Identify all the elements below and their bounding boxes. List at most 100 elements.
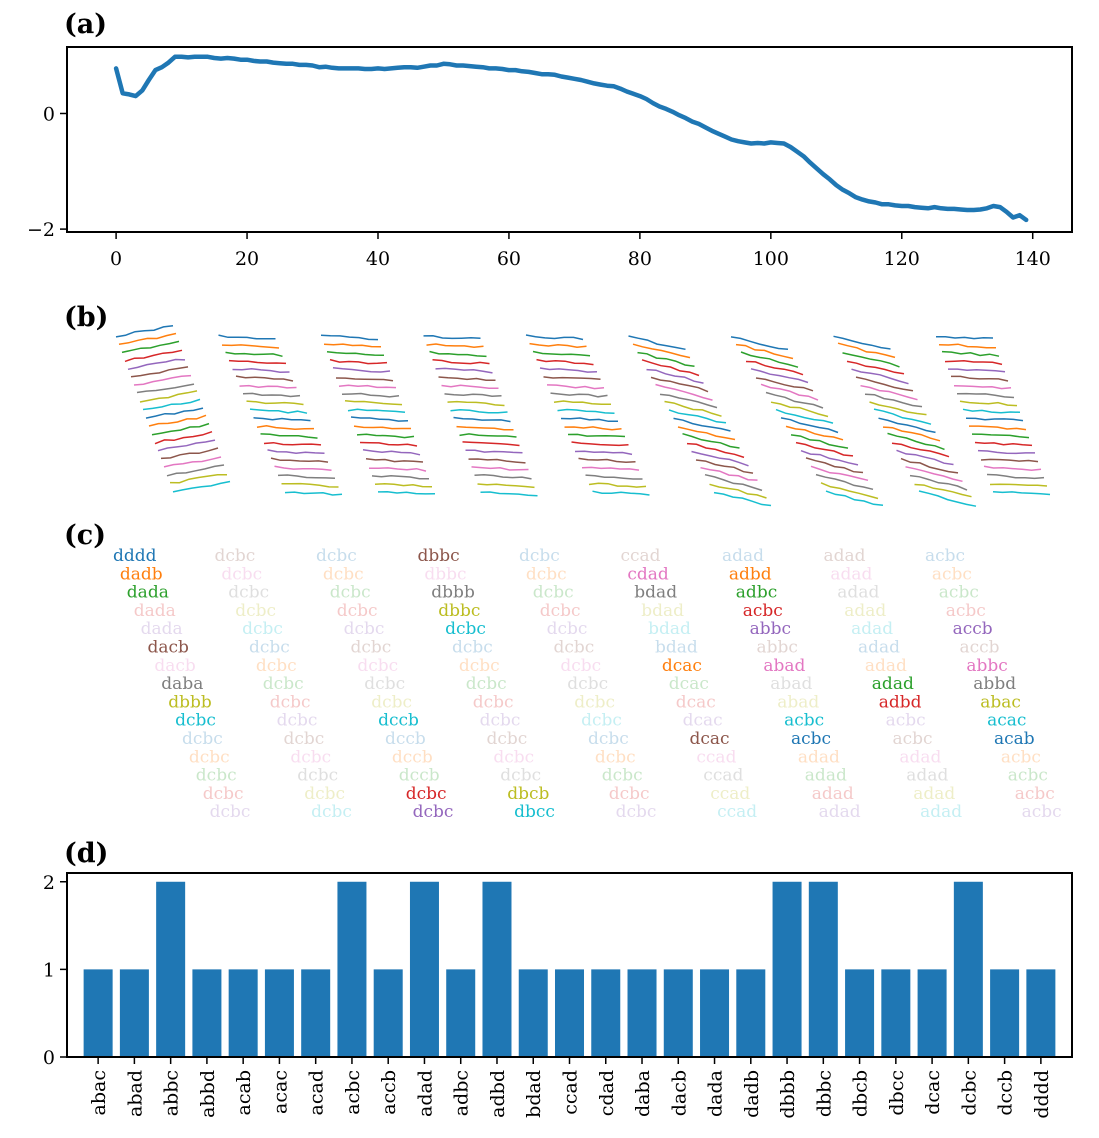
symbol-sequence: dcbc <box>196 766 237 786</box>
trajectory-line <box>465 449 523 454</box>
trajectory-line <box>682 432 740 449</box>
bar <box>482 881 512 1057</box>
trajectory-line <box>362 449 421 456</box>
trajectory-line <box>810 465 869 482</box>
symbol-sequence: abac <box>980 692 1021 712</box>
trajectory-line <box>133 374 192 386</box>
trajectory-line <box>270 457 329 463</box>
x-tick-label: adbc <box>451 1070 473 1116</box>
x-tick-label: dbbc <box>813 1070 835 1117</box>
trajectory-line <box>956 392 1015 399</box>
trajectory-line <box>592 490 650 496</box>
trajectory-line <box>980 458 1039 463</box>
symbol-sequence: dcbc <box>242 619 283 639</box>
trajectory-line <box>218 334 276 340</box>
trajectory-line <box>323 343 382 348</box>
trajectory-line <box>350 416 409 422</box>
x-tick-label: adbd <box>487 1070 509 1118</box>
trajectory-line <box>709 483 767 499</box>
symbol-sequence: adbc <box>736 583 777 603</box>
trajectory-line <box>525 334 584 341</box>
trajectory-line <box>578 457 636 464</box>
trajectory-line <box>253 417 311 422</box>
symbol-sequence: dada <box>141 619 183 639</box>
symbol-sequence: dbbc <box>424 564 466 584</box>
trajectory-line <box>242 392 301 398</box>
bar <box>627 969 657 1057</box>
trajectory-line <box>232 367 290 374</box>
trajectory-line <box>546 384 605 390</box>
bar <box>83 969 113 1057</box>
trajectory-line <box>805 457 864 474</box>
trajectory-line <box>256 425 315 431</box>
symbol-sequence: dcac <box>669 674 709 694</box>
symbol-sequence: abad <box>777 692 819 712</box>
trajectory-line <box>745 360 804 376</box>
symbol-sequence: adbd <box>729 564 772 584</box>
symbol-sequence: dcbc <box>519 546 560 566</box>
symbol-sequence: bdad <box>648 619 691 639</box>
trajectory-line <box>163 456 222 468</box>
trajectory-line <box>347 408 406 414</box>
trajectory-line <box>825 490 884 507</box>
trajectory-line <box>145 407 204 419</box>
trajectory-line <box>953 385 1012 390</box>
symbol-sequence: dcbc <box>323 564 364 584</box>
symbol-sequence: dcbc <box>215 546 256 566</box>
bar <box>772 881 802 1057</box>
symbol-sequence: dcbc <box>526 564 567 584</box>
symbol-sequence: dcbc <box>609 784 650 804</box>
symbol-sequence: dcbc <box>500 766 541 786</box>
trajectory-line <box>474 474 532 480</box>
symbol-sequence: dcbc <box>364 674 405 694</box>
trajectory-line <box>585 474 643 480</box>
symbol-sequence: abbc <box>757 638 798 658</box>
trajectory-line <box>263 441 322 446</box>
x-tick-label: dbcb <box>850 1070 872 1117</box>
trajectory-line <box>974 441 1033 447</box>
trajectory-line <box>790 434 849 449</box>
y-tick-label: 0 <box>43 1047 55 1069</box>
symbol-sequence: dcbc <box>228 583 269 603</box>
trajectory-line <box>246 400 304 406</box>
symbol-sequence: adad <box>812 784 854 804</box>
x-tick-label: 0 <box>110 248 122 270</box>
trajectory-line <box>543 376 601 380</box>
trajectory-line <box>760 383 819 401</box>
trajectory-line <box>571 441 629 447</box>
trajectory-line <box>130 366 189 378</box>
symbol-sequence: dccb <box>399 766 440 786</box>
trajectory-line <box>873 408 932 425</box>
symbol-sequence: acbc <box>743 601 783 621</box>
trajectory-line <box>574 450 633 456</box>
symbol-sequence: dcbc <box>357 656 398 676</box>
trajectory-line <box>855 376 914 392</box>
bar <box>518 969 548 1057</box>
symbol-sequence: dccb <box>378 711 419 731</box>
symbol-sequence: dcac <box>662 656 702 676</box>
trajectory-line <box>765 391 824 409</box>
trajectory-line <box>740 351 799 368</box>
symbol-sequence: accb <box>960 638 1000 658</box>
trajectory-line <box>700 466 758 481</box>
trajectory-line <box>438 376 496 382</box>
x-tick-label: dbcc <box>886 1070 908 1116</box>
trajectory-line <box>962 408 1021 414</box>
trajectory-line <box>332 367 391 373</box>
trajectory-line <box>267 449 325 455</box>
symbol-sequence: dcbc <box>221 564 262 584</box>
symbol-sequence: dccb <box>385 729 426 749</box>
trajectory-line <box>423 335 481 340</box>
x-tick-label: adad <box>415 1070 437 1117</box>
bar <box>192 969 222 1057</box>
panel-a-label: (a) <box>64 9 107 40</box>
x-tick-label: 40 <box>366 248 390 270</box>
bar <box>591 969 621 1057</box>
trajectory-line <box>567 433 626 438</box>
symbol-sequence: adad <box>865 656 907 676</box>
trajectory-line <box>115 324 174 338</box>
symbol-sequence: acbc <box>1015 784 1055 804</box>
symbol-sequence: dcbc <box>175 711 216 731</box>
trajectory-line <box>139 390 198 403</box>
trajectory-line <box>429 350 487 358</box>
